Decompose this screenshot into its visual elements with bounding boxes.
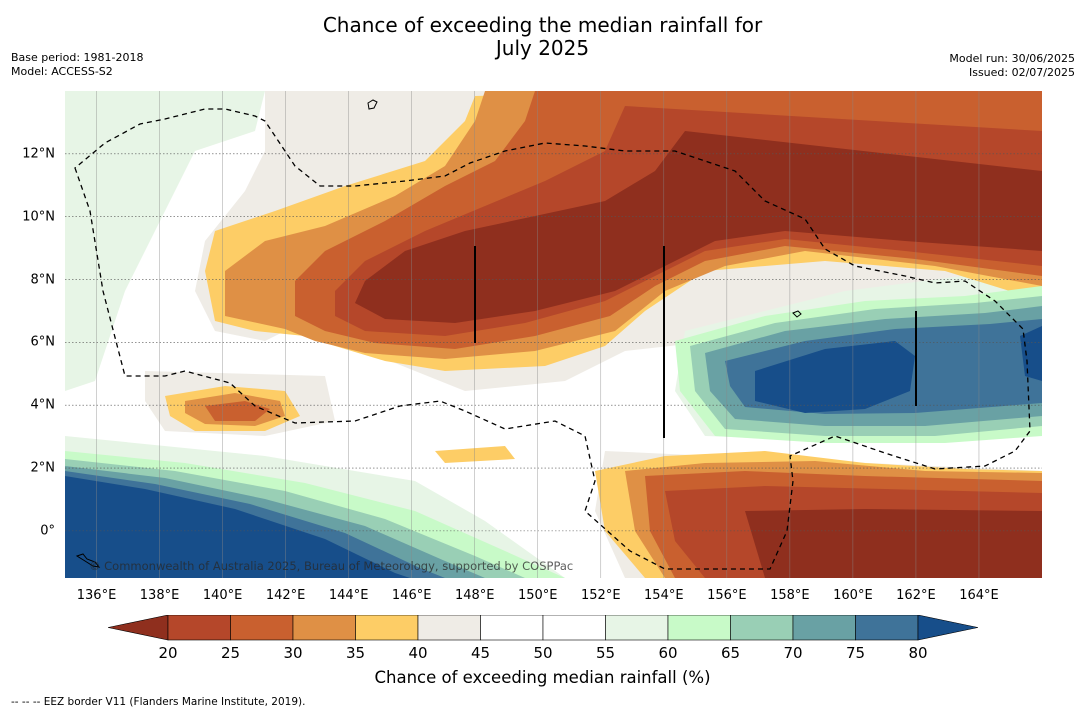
colorbar-segment	[480, 615, 544, 641]
latitude-tick-label: 4°N	[30, 397, 56, 413]
chart-title: Chance of exceeding the median rainfall …	[0, 14, 1085, 60]
latitude-tick-label: 2°N	[30, 460, 56, 476]
colorbar-segment	[605, 615, 669, 641]
latitude-tick-label: 0°	[40, 523, 55, 539]
colorbar-tick-label: 75	[845, 644, 866, 662]
colorbar-segment	[730, 615, 794, 641]
colorbar-segment	[292, 615, 356, 641]
colorbar-tick-label: 55	[595, 644, 616, 662]
colorbar-segment	[542, 615, 606, 641]
longitude-tick-label: 142°E	[265, 588, 306, 603]
model-name: Model: ACCESS-S2	[11, 65, 113, 78]
colorbar-extend-high	[917, 615, 978, 641]
colorbar-segment	[667, 615, 731, 641]
colorbar-tick-label: 70	[783, 644, 803, 662]
copyright-notice: © Commonwealth of Australia 2025, Bureau…	[89, 559, 574, 573]
colorbar-segment	[230, 615, 294, 641]
colorbar-tick-label: 65	[720, 644, 741, 662]
colorbar-segment	[167, 615, 231, 641]
colorbar-tick-label: 40	[408, 644, 428, 662]
longitude-tick-label: 152°E	[581, 588, 621, 603]
colorbar-label: Chance of exceeding median rainfall (%)	[374, 668, 711, 687]
colorbar-segment	[792, 615, 856, 641]
colorbar-tick-label: 35	[345, 644, 366, 662]
meta-left: Base period: 1981-2018 Model: ACCESS-S2	[11, 51, 143, 79]
longitude-tick-label: 144°E	[328, 588, 369, 603]
colorbar-segment	[855, 615, 919, 641]
colorbar	[108, 615, 978, 641]
longitude-tick-label: 162°E	[896, 588, 936, 603]
title-line-1: Chance of exceeding the median rainfall …	[322, 13, 763, 37]
colorbar-segment	[355, 615, 419, 641]
map-canvas	[65, 91, 1042, 578]
longitude-tick-label: 158°E	[770, 588, 810, 603]
issued-date: Issued: 02/07/2025	[968, 66, 1075, 79]
colorbar-tick-label: 45	[470, 644, 491, 662]
meta-right: Model run: 30/06/2025 Issued: 02/07/2025	[949, 52, 1075, 80]
longitude-tick-label: 150°E	[517, 588, 558, 603]
colorbar-tick-label: 80	[908, 644, 928, 662]
longitude-tick-label: 160°E	[833, 588, 873, 603]
title-line-2: July 2025	[495, 36, 590, 60]
eez-footnote: -- -- -- EEZ border V11 (Flanders Marine…	[11, 696, 306, 708]
longitude-tick-label: 138°E	[139, 588, 180, 603]
colorbar-tick-label: 30	[283, 644, 303, 662]
colorbar-segment	[417, 615, 481, 641]
longitude-tick-label: 148°E	[454, 588, 495, 603]
longitude-tick-label: 154°E	[644, 588, 684, 603]
colorbar-tick-label: 20	[158, 644, 178, 662]
longitude-tick-label: 136°E	[76, 588, 117, 603]
colorbar-tick-label: 50	[533, 644, 553, 662]
longitude-tick-label: 146°E	[391, 588, 432, 603]
base-period: Base period: 1981-2018	[11, 51, 144, 64]
longitude-tick-label: 140°E	[202, 588, 243, 603]
latitude-tick-label: 6°N	[30, 334, 56, 350]
colorbar-tick-label: 60	[658, 644, 678, 662]
model-run: Model run: 30/06/2025	[949, 52, 1075, 65]
longitude-tick-label: 164°E	[959, 588, 999, 603]
colorbar-tick-label: 25	[220, 644, 241, 662]
colorbar-extend-low	[108, 615, 169, 641]
longitude-tick-label: 156°E	[707, 588, 747, 603]
latitude-tick-label: 8°N	[30, 272, 56, 288]
rainfall-map	[65, 91, 1042, 578]
latitude-tick-label: 12°N	[22, 146, 55, 162]
latitude-tick-label: 10°N	[22, 209, 55, 225]
